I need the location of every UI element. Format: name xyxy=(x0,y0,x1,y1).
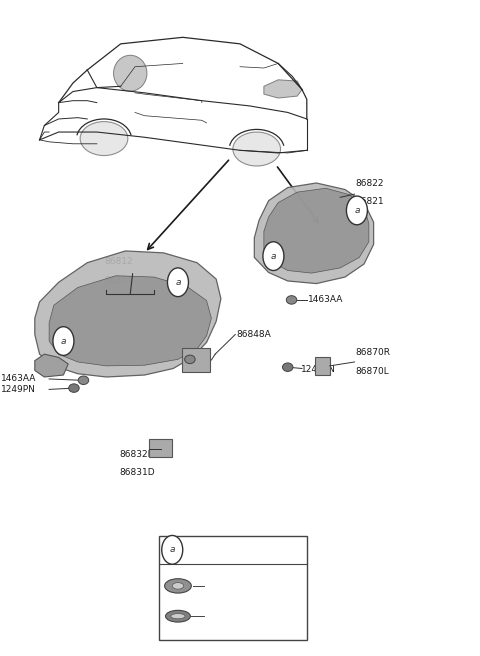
Text: a: a xyxy=(175,277,180,287)
Text: 86848A: 86848A xyxy=(236,330,271,339)
Text: 86822: 86822 xyxy=(356,179,384,188)
Text: a: a xyxy=(271,252,276,260)
Ellipse shape xyxy=(233,132,281,166)
Ellipse shape xyxy=(172,583,184,589)
Text: 84220U: 84220U xyxy=(206,611,241,621)
Polygon shape xyxy=(264,188,369,273)
Ellipse shape xyxy=(114,55,147,91)
Polygon shape xyxy=(264,80,302,98)
Ellipse shape xyxy=(185,355,195,363)
Ellipse shape xyxy=(69,384,79,392)
Circle shape xyxy=(162,535,183,564)
Text: 86821: 86821 xyxy=(356,197,384,207)
Bar xyxy=(182,348,210,373)
Ellipse shape xyxy=(282,363,293,371)
Text: 84219E: 84219E xyxy=(206,581,240,590)
Text: a: a xyxy=(169,545,175,554)
Text: 86811: 86811 xyxy=(104,276,132,285)
Circle shape xyxy=(168,268,189,297)
Ellipse shape xyxy=(78,376,89,384)
Polygon shape xyxy=(35,354,68,377)
Bar xyxy=(315,357,330,375)
Text: 86831D: 86831D xyxy=(120,468,156,478)
Text: a: a xyxy=(354,206,360,215)
Text: 86870L: 86870L xyxy=(356,367,389,376)
Ellipse shape xyxy=(165,579,192,593)
Text: 1249PN: 1249PN xyxy=(301,365,336,375)
Ellipse shape xyxy=(286,296,297,304)
Bar xyxy=(159,536,307,640)
Ellipse shape xyxy=(166,610,191,622)
Text: 86832E: 86832E xyxy=(120,449,154,459)
Text: 86812: 86812 xyxy=(104,257,132,266)
Polygon shape xyxy=(35,251,221,377)
Text: 1249PN: 1249PN xyxy=(1,385,36,394)
Text: a: a xyxy=(60,337,66,346)
Circle shape xyxy=(347,196,367,225)
Bar xyxy=(149,439,172,457)
Text: 1463AA: 1463AA xyxy=(1,375,37,384)
Polygon shape xyxy=(49,276,211,366)
Circle shape xyxy=(263,242,284,270)
Ellipse shape xyxy=(80,121,128,155)
Circle shape xyxy=(53,327,74,356)
Polygon shape xyxy=(254,183,373,283)
Text: 1463AA: 1463AA xyxy=(308,295,344,304)
Text: 86870R: 86870R xyxy=(356,348,391,358)
Ellipse shape xyxy=(171,613,185,619)
